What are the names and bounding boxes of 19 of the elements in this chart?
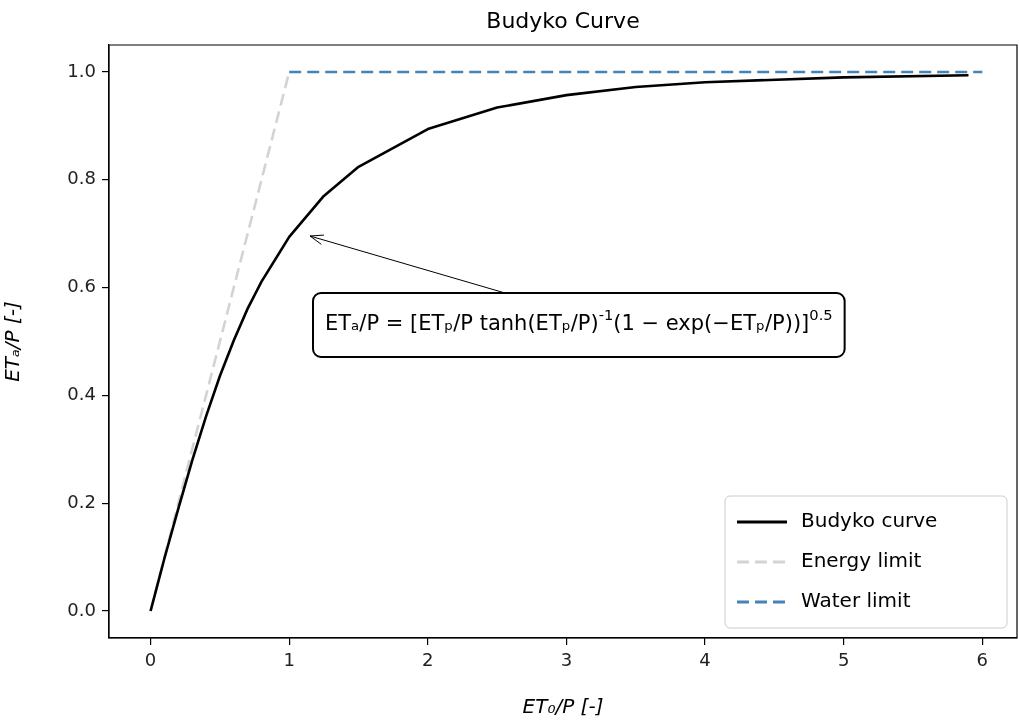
x-tick-label: 0: [144, 649, 157, 671]
y-tick-label: 0.2: [67, 490, 96, 512]
y-tick-label: 0.0: [67, 598, 96, 620]
y-tick-label: 0.6: [67, 275, 96, 297]
x-tick-label: 4: [699, 649, 711, 671]
y-tick-label: 1.0: [67, 59, 96, 81]
y-axis-title: ETₐ/P [-]: [0, 301, 25, 382]
legend-label: Budyko curve: [801, 508, 938, 533]
x-tick-label: 2: [422, 649, 434, 671]
y-tick-label: 0.4: [67, 383, 96, 405]
legend-label: Energy limit: [801, 548, 922, 573]
x-tick-label: 5: [837, 649, 850, 671]
x-tick-label: 6: [976, 649, 989, 671]
x-tick-label: 1: [283, 649, 295, 671]
chart-title: Budyko Curve: [486, 7, 640, 33]
x-axis-title: ET₀/P [-]: [522, 694, 604, 719]
legend-label: Water limit: [801, 588, 911, 613]
x-tick-label: 3: [560, 649, 573, 671]
y-tick-label: 0.8: [67, 167, 96, 189]
